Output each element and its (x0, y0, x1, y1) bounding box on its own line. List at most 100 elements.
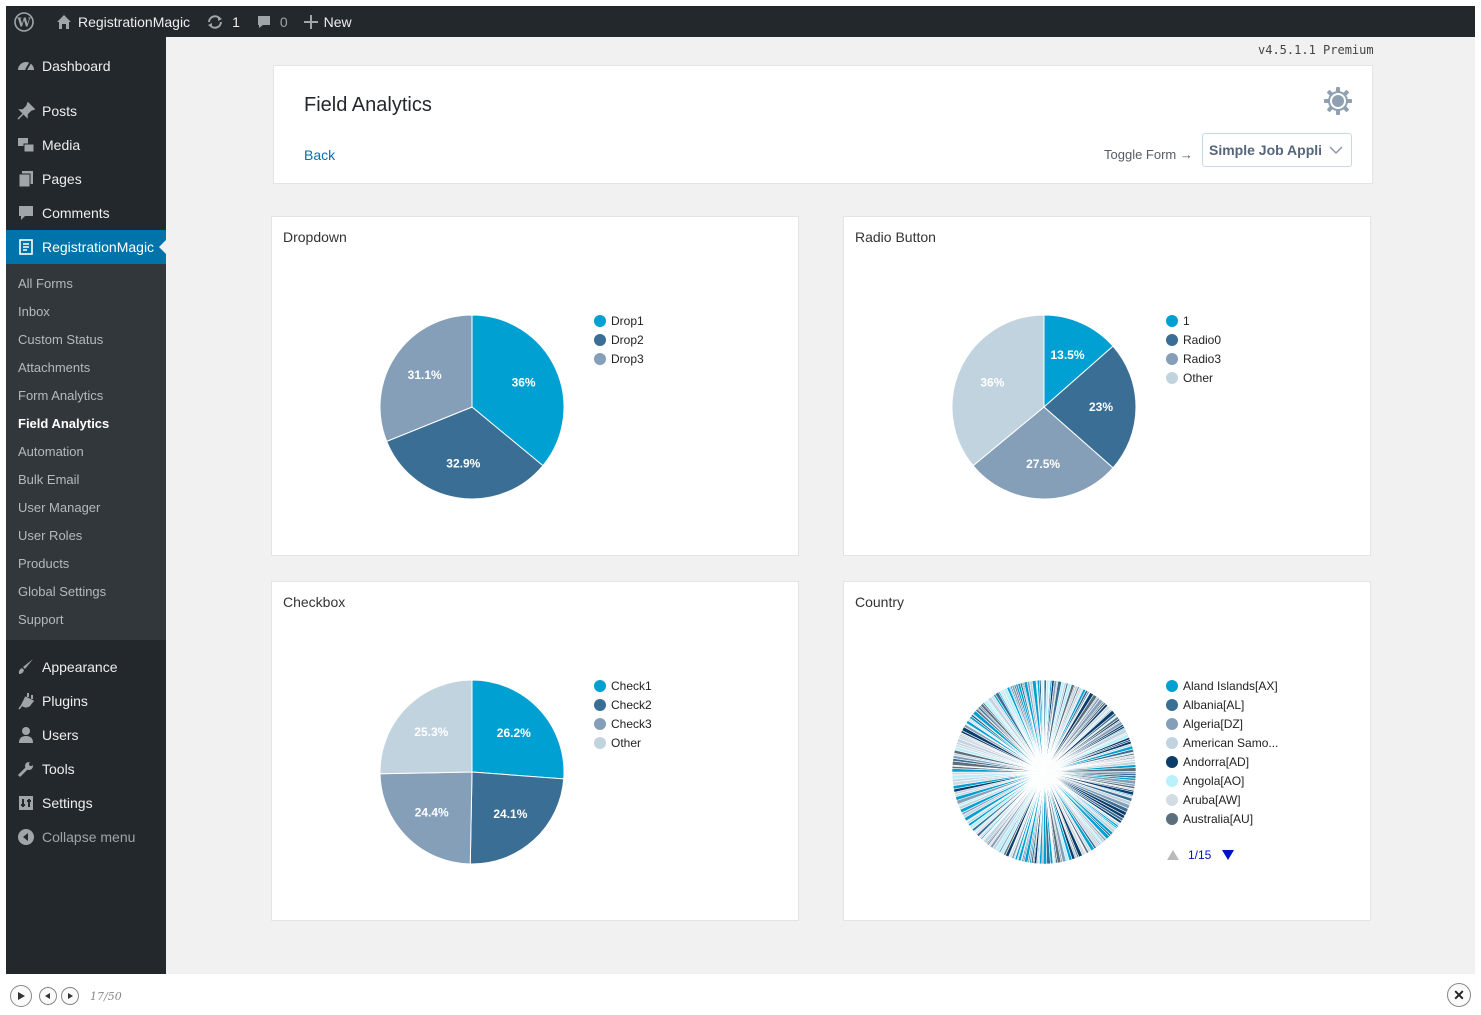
menu-label: Pages (42, 171, 82, 187)
submenu-user-manager[interactable]: User Manager (18, 500, 101, 515)
user-icon (16, 725, 36, 745)
next-button[interactable] (61, 987, 79, 1005)
svg-text:W: W (16, 15, 31, 29)
legend-item[interactable]: Algeria[DZ] (1166, 714, 1278, 733)
pie-slice-1[interactable] (1043, 345, 1137, 469)
pie-slice-label: 31.1% (408, 368, 442, 382)
pie-slice[interactable] (1042, 679, 1045, 773)
pie-slice-1[interactable] (386, 406, 544, 500)
legend-item[interactable]: Radio0 (1166, 330, 1221, 349)
pie-slice-0[interactable] (471, 314, 565, 467)
legend-swatch (594, 352, 606, 365)
pie-slice-3[interactable] (379, 679, 473, 775)
submenu-global-settings[interactable]: Global Settings (18, 584, 107, 599)
chevron-down-icon (1329, 146, 1343, 155)
comment-icon (16, 203, 36, 223)
pie-slice-2[interactable] (972, 406, 1114, 500)
menu-registrationmagic[interactable]: RegistrationMagic (6, 230, 167, 264)
legend-item[interactable]: Check3 (594, 714, 652, 733)
menu-label: Settings (42, 795, 93, 811)
legend-label: Check3 (611, 716, 652, 731)
submenu-all-forms[interactable]: All Forms (18, 276, 73, 291)
legend-swatch (1166, 793, 1178, 806)
updates-count: 1 (232, 13, 240, 30)
menu-media[interactable]: Media (6, 128, 166, 162)
submenu-attachments[interactable]: Attachments (18, 360, 91, 375)
legend-item[interactable]: Drop3 (594, 349, 644, 368)
legend-item[interactable]: Check1 (594, 676, 652, 695)
legend-item[interactable]: American Samo... (1166, 733, 1278, 752)
pie-chart-radio-button: 13.5% 23% 27.5% 36% (951, 314, 1137, 500)
pie-slice-3[interactable] (951, 314, 1045, 467)
legend-label: Angola[AO] (1183, 773, 1245, 788)
menu-dashboard[interactable]: Dashboard (6, 49, 166, 83)
pie-slice-1[interactable] (469, 771, 565, 865)
pie-slice-2[interactable] (379, 314, 473, 443)
comment-bubble-icon (257, 15, 270, 28)
menu-pages[interactable]: Pages (6, 162, 166, 196)
menu-posts[interactable]: Posts (6, 94, 166, 128)
legend-item[interactable]: Aland Islands[AX] (1166, 676, 1278, 695)
pie-slice-label: 36% (512, 376, 536, 390)
collapse-menu-button[interactable]: Collapse menu (6, 820, 166, 854)
menu-appearance[interactable]: Appearance (6, 650, 166, 684)
next-icon (68, 993, 73, 999)
pie-slice-label: 26.2% (497, 726, 531, 740)
legend-item[interactable]: Other (594, 733, 652, 752)
legend-swatch (1166, 333, 1178, 346)
admin-bar: W RegistrationMagic 1 0 New (6, 6, 1475, 37)
pie-slice-label: 24.4% (415, 805, 449, 819)
legend-swatch (1166, 812, 1178, 825)
app-window: W RegistrationMagic 1 0 New Dashboard Po… (6, 6, 1475, 974)
arrow-up-icon[interactable] (1166, 849, 1180, 861)
legend-item[interactable]: Aruba[AW] (1166, 790, 1278, 809)
submenu-support[interactable]: Support (18, 612, 64, 627)
form-select-dropdown[interactable]: Simple Job Application (1202, 133, 1352, 167)
submenu-inbox[interactable]: Inbox (18, 304, 50, 319)
arrow-down-icon[interactable] (1221, 849, 1235, 861)
back-link[interactable]: Back (304, 147, 336, 163)
legend-item[interactable]: Check2 (594, 695, 652, 714)
legend-swatch (1166, 698, 1178, 711)
gear-icon[interactable] (1323, 86, 1353, 121)
menu-settings[interactable]: Settings (6, 786, 166, 820)
menu-comments[interactable]: Comments (6, 196, 166, 230)
wordpress-logo-button[interactable]: W (6, 6, 48, 37)
legend-swatch (1166, 314, 1178, 327)
pie-chart-dropdown: 36% 32.9% 31.1% (379, 314, 565, 500)
previous-button[interactable] (39, 987, 57, 1005)
legend-label: Radio0 (1183, 332, 1222, 347)
legend-item[interactable]: Other (1166, 368, 1221, 387)
menu-tools[interactable]: Tools (6, 752, 166, 786)
legend-item[interactable]: Australia[AU] (1166, 809, 1278, 828)
submenu-automation[interactable]: Automation (18, 444, 84, 459)
site-name-link[interactable]: RegistrationMagic (48, 6, 198, 37)
legend-item[interactable]: Andorra[AD] (1166, 752, 1278, 771)
legend-item[interactable]: Radio3 (1166, 349, 1221, 368)
legend-item[interactable]: Angola[AO] (1166, 771, 1278, 790)
legend-label: Algeria[DZ] (1183, 716, 1244, 731)
submenu-field-analytics[interactable]: Field Analytics (18, 416, 110, 431)
new-content-link[interactable]: New (296, 6, 360, 37)
pie-slice-0[interactable] (1043, 314, 1114, 409)
updates-link[interactable]: 1 (198, 6, 248, 37)
submenu-products[interactable]: Products (18, 556, 70, 571)
legend-item[interactable]: Drop1 (594, 311, 644, 330)
comments-link[interactable]: 0 (248, 6, 296, 37)
close-button[interactable]: ✕ (1447, 983, 1471, 1007)
pie-slice-0[interactable] (471, 679, 565, 780)
submenu-custom-status[interactable]: Custom Status (18, 332, 104, 347)
menu-plugins[interactable]: Plugins (6, 684, 166, 718)
pie-slice-2[interactable] (379, 771, 473, 865)
legend-item[interactable]: Albania[AL] (1166, 695, 1278, 714)
chart-title: Country (855, 594, 905, 610)
play-button[interactable] (10, 985, 32, 1007)
menu-users[interactable]: Users (6, 718, 166, 752)
legend-label: Drop3 (611, 351, 644, 366)
slideshow-player-bar: 17/50 ✕ (0, 974, 1481, 1015)
legend-item[interactable]: Drop2 (594, 330, 644, 349)
submenu-form-analytics[interactable]: Form Analytics (18, 388, 104, 403)
submenu-bulk-email[interactable]: Bulk Email (18, 472, 80, 487)
legend-item[interactable]: 1 (1166, 311, 1221, 330)
submenu-user-roles[interactable]: User Roles (18, 528, 83, 543)
